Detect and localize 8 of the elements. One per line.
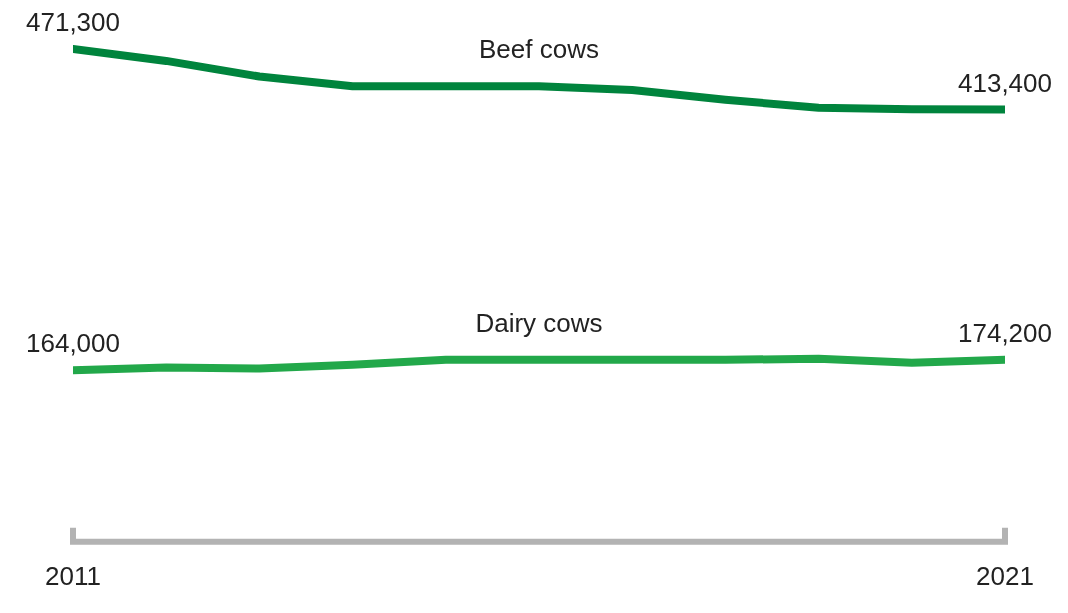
data-label: 174,200 [958, 317, 1052, 348]
data-label: 413,400 [958, 67, 1052, 98]
x-tick-label: 2011 [45, 560, 101, 591]
data-label: 164,000 [26, 328, 120, 359]
series-label: Dairy cows [475, 307, 603, 338]
x-tick-label: 2021 [976, 560, 1034, 591]
data-label: 471,300 [26, 7, 120, 38]
series-label: Beef cows [479, 34, 599, 65]
